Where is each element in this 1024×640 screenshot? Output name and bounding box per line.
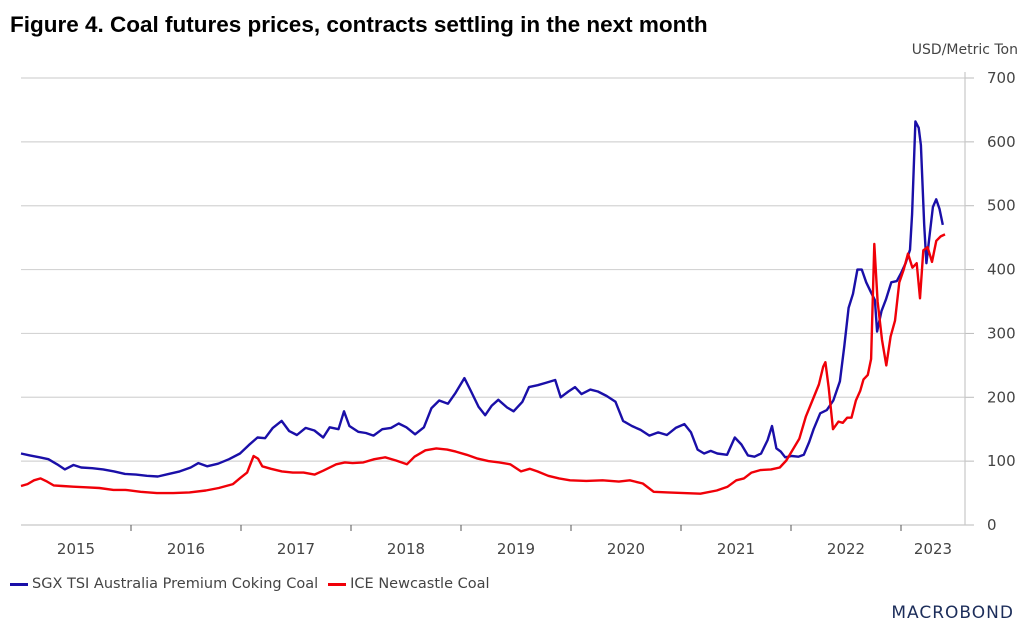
legend-label-ice: ICE Newcastle Coal [350, 576, 490, 592]
series-line-ice-newcastle-coal [20, 233, 946, 495]
y-tick-label: 0 [987, 516, 997, 534]
series-line-sgx-coking-coal [20, 120, 944, 478]
legend-item-sgx: SGX TSI Australia Premium Coking Coal [10, 576, 318, 592]
y-tick-label: 400 [987, 261, 1016, 279]
x-tick-label: 2020 [607, 540, 645, 558]
y-tick-label: 600 [987, 133, 1016, 151]
x-tick-label: 2018 [387, 540, 425, 558]
y-axis-unit-label: USD/Metric Ton [911, 42, 1018, 58]
legend-swatch-sgx [10, 582, 28, 586]
series-lines [20, 120, 946, 495]
y-tick-label: 300 [987, 324, 1016, 342]
legend-label-sgx: SGX TSI Australia Premium Coking Coal [32, 576, 319, 592]
y-tick-label: 700 [987, 69, 1016, 87]
x-tick-label: 2017 [277, 540, 315, 558]
chart-title: Figure 4. Coal futures prices, contracts… [10, 12, 708, 37]
x-tick-label: 2021 [717, 540, 755, 558]
legend-swatch-ice [328, 582, 347, 586]
x-tick-label: 2019 [497, 540, 535, 558]
axes: 0 100 200 300 400 500 600 700 2015 2016 2017 2018 20… [21, 69, 1016, 558]
legend-item-ice: ICE Newcastle Coal [328, 576, 490, 592]
y-tick-label: 500 [987, 197, 1016, 215]
x-tick-label: 2023 [914, 540, 952, 558]
x-tick-label: 2015 [57, 540, 95, 558]
y-tick-label: 200 [987, 388, 1016, 406]
x-tick-label: 2022 [827, 540, 865, 558]
legend: SGX TSI Australia Premium Coking Coal IC… [10, 576, 500, 592]
macrobond-logo: MACROBOND [891, 603, 1014, 623]
x-tick-label: 2016 [167, 540, 205, 558]
y-tick-label: 100 [987, 452, 1016, 470]
